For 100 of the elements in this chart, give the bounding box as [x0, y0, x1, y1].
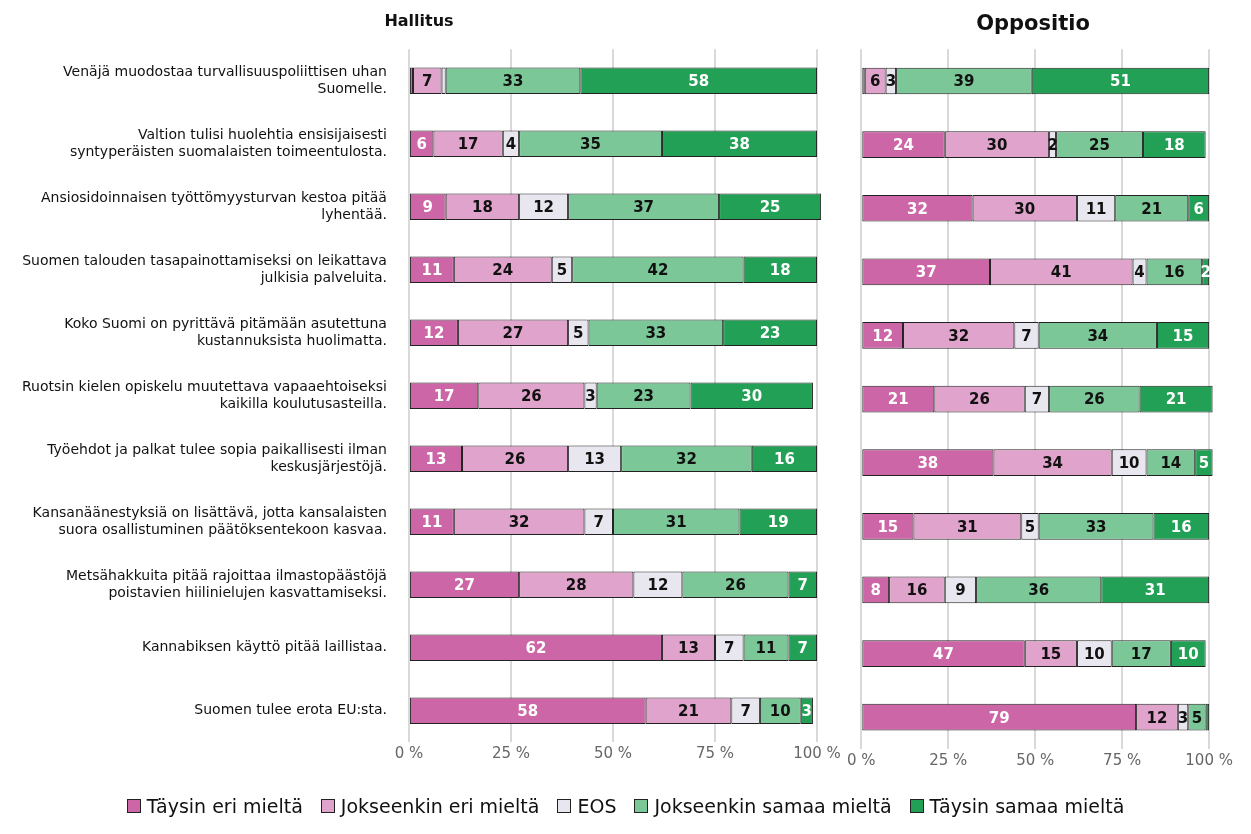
data-label: 58: [517, 702, 539, 721]
data-label: 6: [416, 135, 427, 154]
data-label: 62: [525, 639, 547, 658]
data-label: 11: [421, 513, 443, 532]
data-label: 51: [1109, 72, 1131, 91]
data-label: 23: [633, 387, 655, 406]
x-tick-label: 75 %: [695, 744, 735, 763]
data-label: 32: [907, 199, 928, 218]
y-tick-label: Koko Suomi on pyrittävä pitämään asutettuna kustannuksista huolimatta.: [64, 314, 387, 348]
data-label: 3: [585, 387, 596, 406]
data-label: 11: [1085, 199, 1107, 218]
data-label: 7: [797, 639, 808, 658]
data-label: 38: [917, 454, 939, 473]
data-label: 37: [633, 198, 655, 217]
data-label: 12: [872, 326, 894, 345]
data-label: 5: [1198, 454, 1210, 473]
data-label: 33: [1085, 517, 1107, 536]
x-tick-label: 100 %: [793, 744, 841, 763]
data-label: 58: [688, 72, 710, 91]
y-tick-label: Kannabiksen käyttö pitää laillistaa.: [141, 638, 387, 655]
chart-title: Oppositio: [976, 11, 1090, 36]
data-label: 33: [645, 324, 667, 343]
data-label: 21: [678, 702, 699, 721]
data-label: 32: [676, 450, 697, 469]
data-label: 21: [887, 390, 909, 409]
data-label: 16: [906, 581, 928, 600]
data-label: 7: [422, 72, 433, 91]
data-label: 38: [729, 135, 750, 154]
data-label: 28: [565, 576, 587, 595]
legend-label: EOS: [577, 795, 617, 817]
data-label: 25: [1089, 136, 1110, 155]
data-label: 27: [502, 324, 524, 343]
data-label: 12: [533, 198, 555, 217]
data-label: 26: [504, 450, 526, 469]
data-label: 18: [471, 198, 493, 217]
y-tick-label: Suomen tulee erota EU:sta.: [194, 701, 387, 718]
data-label: 21: [1141, 199, 1163, 218]
data-label: 6: [869, 72, 881, 91]
data-label: 11: [755, 639, 777, 658]
data-label: 4: [505, 135, 517, 154]
data-label: 19: [767, 513, 789, 532]
legend-label: Jokseenkin eri mieltä: [340, 795, 540, 817]
x-tick-label: 100 %: [1185, 750, 1233, 769]
data-label: 10: [769, 702, 791, 721]
data-label: 4: [1134, 263, 1145, 282]
legend-label: Täysin samaa mieltä: [929, 795, 1125, 817]
data-label: 24: [893, 136, 914, 155]
legend-label: Täysin eri mieltä: [146, 795, 303, 817]
data-label: 10: [1118, 454, 1140, 473]
data-label: 13: [678, 639, 699, 658]
data-label: 12: [423, 324, 445, 343]
data-label: 79: [988, 708, 1010, 727]
data-label: 15: [877, 517, 899, 536]
data-label: 30: [741, 387, 763, 406]
y-tick-label: Työehdot ja palkat tulee sopia paikallisesti ilman keskusjärjestöjä.: [46, 440, 387, 474]
data-label: 10: [1083, 644, 1105, 663]
data-label: 32: [948, 326, 970, 345]
data-label: 17: [1130, 644, 1152, 663]
y-tick-label: Ansiosidoinnaisen työttömyysturvan kestoa pitää lyhentää.: [41, 188, 387, 222]
x-tick-label: 25 %: [929, 750, 968, 769]
data-label: 30: [1014, 199, 1036, 218]
x-tick-label: 0 %: [394, 744, 424, 763]
data-label: 42: [647, 261, 669, 280]
data-label: 18: [1163, 136, 1185, 155]
data-label: 6: [1193, 199, 1204, 218]
data-label: 30: [986, 136, 1008, 155]
data-label: 5: [1191, 708, 1203, 727]
data-label: 35: [580, 135, 601, 154]
data-label: 15: [1040, 644, 1062, 663]
y-tick-label: Valtion tulisi huolehtia ensisijaisesti syntyperäisten suomalaisten toimeentulosta.: [69, 125, 387, 159]
x-tick-label: 50 %: [1016, 750, 1055, 769]
legend-label: Jokseenkin samaa mieltä: [654, 795, 892, 817]
y-tick-label: Ruotsin kielen opiskelu muutettava vapaaehtoiseksi kaikilla koulutusasteilla.: [22, 377, 387, 411]
x-tick-label: 25 %: [491, 744, 531, 763]
data-label: 7: [593, 513, 604, 532]
data-label: 5: [1024, 517, 1036, 536]
data-label: 17: [433, 387, 455, 406]
data-label: 13: [584, 450, 606, 469]
data-label: 18: [769, 261, 791, 280]
data-label: 25: [759, 198, 781, 217]
data-label: 26: [969, 390, 990, 409]
data-label: 31: [665, 513, 687, 532]
data-label: 10: [1177, 644, 1199, 663]
data-label: 39: [953, 72, 975, 91]
data-label: 7: [724, 639, 735, 658]
y-tick-label: Suomen talouden tasapainottamiseksi on leikattava julkisia palveluita.: [22, 251, 387, 285]
y-tick-label: Metsähakkuita pitää rajoittaa ilmastopäästöjä poistavien hiilinielujen kasvattamiseksi.: [66, 566, 387, 600]
x-tick-label: 50 %: [593, 744, 633, 763]
data-label: 5: [556, 261, 568, 280]
data-label: 15: [1172, 326, 1194, 345]
data-label: 36: [1028, 581, 1050, 600]
data-label: 9: [955, 581, 966, 600]
data-label: 7: [797, 576, 808, 595]
data-label: 47: [933, 644, 954, 663]
data-label: 5: [573, 324, 584, 343]
data-label: 16: [773, 450, 795, 469]
data-label: 17: [457, 135, 479, 154]
x-tick-label: 0 %: [846, 750, 876, 769]
data-label: 26: [724, 576, 746, 595]
data-label: 12: [1146, 708, 1168, 727]
